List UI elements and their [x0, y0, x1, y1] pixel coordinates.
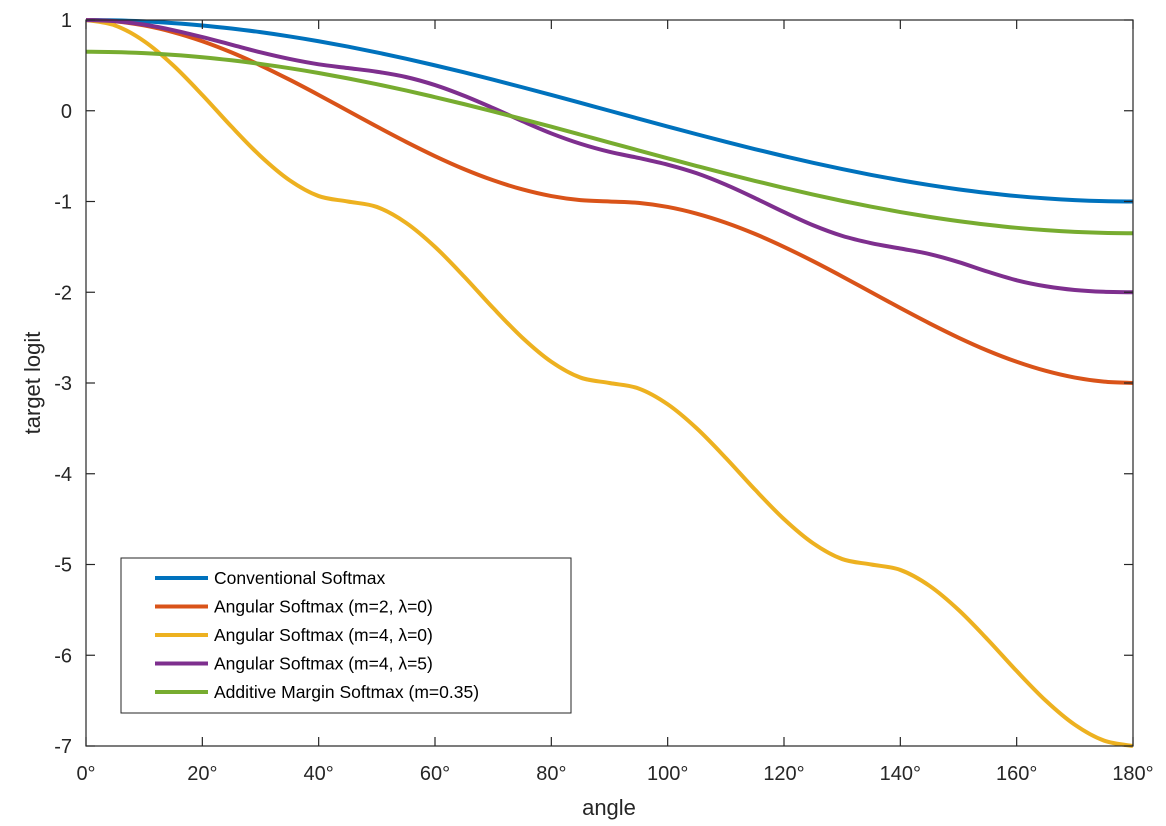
- tick-layer: 0° 20° 40° 60° 80° 100° 120° 140° 160° 180° 1 0 -1 -2…: [54, 10, 1153, 785]
- y-tick-label: -5: [54, 555, 72, 577]
- series-layer: [85, 18, 1134, 748]
- x-tick-label: 140°: [880, 763, 921, 785]
- series-line-5: [85, 49, 1134, 236]
- x-tick-label: 0°: [76, 763, 95, 785]
- y-tick-label: 0: [61, 101, 72, 123]
- legend-label-3: Angular Softmax (m=4, λ=0): [214, 625, 433, 645]
- series-line-1: [85, 18, 1134, 204]
- x-tick-label: 60°: [420, 763, 450, 785]
- x-tick-label: 80°: [536, 763, 566, 785]
- legend-label-2: Angular Softmax (m=2, λ=0): [214, 597, 433, 617]
- y-tick-label: 1: [61, 10, 72, 32]
- x-tick-label: 180°: [1112, 763, 1153, 785]
- x-axis-label: angle: [582, 795, 636, 820]
- series-line-3: [85, 18, 1134, 748]
- y-tick-label: -2: [54, 282, 72, 304]
- legend-label-1: Conventional Softmax: [214, 568, 385, 588]
- x-tick-label: 40°: [304, 763, 334, 785]
- x-tick-label: 160°: [996, 763, 1037, 785]
- legend-label-5: Additive Margin Softmax (m=0.35): [214, 682, 479, 702]
- legend: Conventional Softmax Angular Softmax (m=2…: [120, 557, 572, 714]
- y-tick-label: -4: [54, 464, 72, 486]
- x-tick-label: 20°: [187, 763, 217, 785]
- y-tick-label: -7: [54, 736, 72, 758]
- x-tick-label: 100°: [647, 763, 688, 785]
- y-tick-label: -1: [54, 192, 72, 214]
- y-axis-label: target logit: [20, 332, 45, 435]
- x-tick-label: 120°: [763, 763, 804, 785]
- y-tick-label: -6: [54, 645, 72, 667]
- legend-label-4: Angular Softmax (m=4, λ=5): [214, 654, 433, 674]
- series-line-4: [85, 18, 1134, 295]
- y-tick-label: -3: [54, 373, 72, 395]
